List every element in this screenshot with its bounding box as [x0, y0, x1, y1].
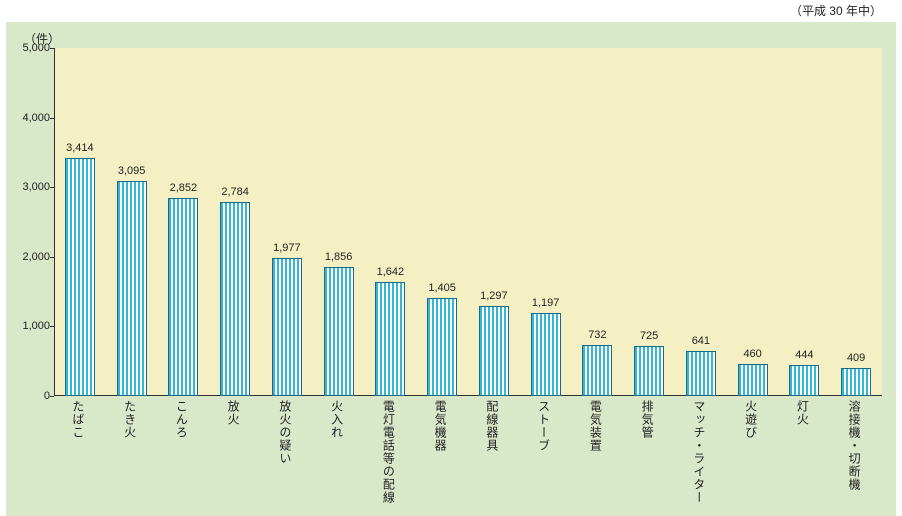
x-tick-label: こんろ [176, 400, 190, 439]
bar-value-label: 1,642 [364, 266, 416, 278]
y-tick-mark [50, 118, 54, 119]
x-tick-label: 排気管 [642, 400, 656, 439]
y-tick-mark [50, 48, 54, 49]
chart-frame: （件） 3,4143,0952,8522,7841,9771,8561,6421… [6, 22, 896, 516]
y-tick-mark [50, 257, 54, 258]
bar [117, 181, 147, 396]
x-tick-label: 灯火 [797, 400, 811, 426]
bar [789, 365, 819, 396]
x-tick-label: マッチ・ライター [694, 400, 708, 504]
bar-value-label: 3,095 [106, 165, 158, 177]
bar [634, 346, 664, 396]
bar [427, 298, 457, 396]
y-tick-label: 3,000 [10, 181, 50, 193]
bars-layer: 3,4143,095 2,8522,784 1,9771,856 1,6421,405… [54, 48, 882, 396]
bar [220, 202, 250, 396]
bar [841, 368, 871, 396]
x-tick-label: 電灯電話等の配線 [383, 400, 397, 504]
bar [686, 351, 716, 396]
bar-value-label: 1,405 [416, 282, 468, 294]
bar [65, 158, 95, 396]
bar-value-label: 732 [571, 329, 623, 341]
bar-value-label: 2,852 [157, 182, 209, 194]
x-tick-label: 電気装置 [590, 400, 604, 452]
x-tick-label: 放火の疑い [280, 400, 294, 465]
x-tick-label: たき火 [125, 400, 139, 439]
bar [479, 306, 509, 396]
y-tick-mark [50, 396, 54, 397]
bar [168, 198, 198, 396]
bar-value-label: 1,977 [261, 242, 313, 254]
x-tick-label: 配線器具 [487, 400, 501, 452]
y-tick-label: 4,000 [10, 112, 50, 124]
bar [272, 258, 302, 396]
bar-value-label: 2,784 [209, 186, 261, 198]
bar [531, 313, 561, 396]
x-tick-label: 電気機器 [435, 400, 449, 452]
bar-value-label: 725 [623, 330, 675, 342]
bar-value-label: 1,197 [520, 297, 572, 309]
x-labels: たばこ たき火 こんろ 放火 放火の疑い 火入れ 電灯電話等の配線 電気機器 配線器具 ストーブ 電… [54, 400, 882, 510]
bar-value-label: 1,856 [313, 251, 365, 263]
bar [324, 267, 354, 396]
bar-value-label: 641 [675, 335, 727, 347]
bar [375, 282, 405, 396]
bar-value-label: 444 [778, 349, 830, 361]
y-tick-mark [50, 326, 54, 327]
bar-value-label: 409 [830, 352, 882, 364]
chart-container: （平成 30 年中） （件） 3,4143,0952,8522,7841,977… [0, 0, 902, 514]
y-tick-label: 1,000 [10, 320, 50, 332]
y-tick-label: 0 [10, 390, 50, 402]
y-tick-mark [50, 187, 54, 188]
x-tick-label: ストーブ [539, 400, 553, 452]
bar [582, 345, 612, 396]
bar [738, 364, 768, 396]
y-tick-label: 5,000 [10, 42, 50, 54]
period-label: （平成 30 年中） [790, 2, 882, 19]
bar-value-label: 3,414 [54, 142, 106, 154]
bar-value-label: 1,297 [468, 290, 520, 302]
y-tick-label: 2,000 [10, 251, 50, 263]
x-tick-label: 放火 [228, 400, 242, 426]
x-tick-label: 火遊び [746, 400, 760, 439]
x-tick-label: たばこ [73, 400, 87, 439]
x-tick-label: 火入れ [332, 400, 346, 439]
bar-value-label: 460 [727, 348, 779, 360]
x-tick-label: 溶接機・切断機 [849, 400, 863, 491]
